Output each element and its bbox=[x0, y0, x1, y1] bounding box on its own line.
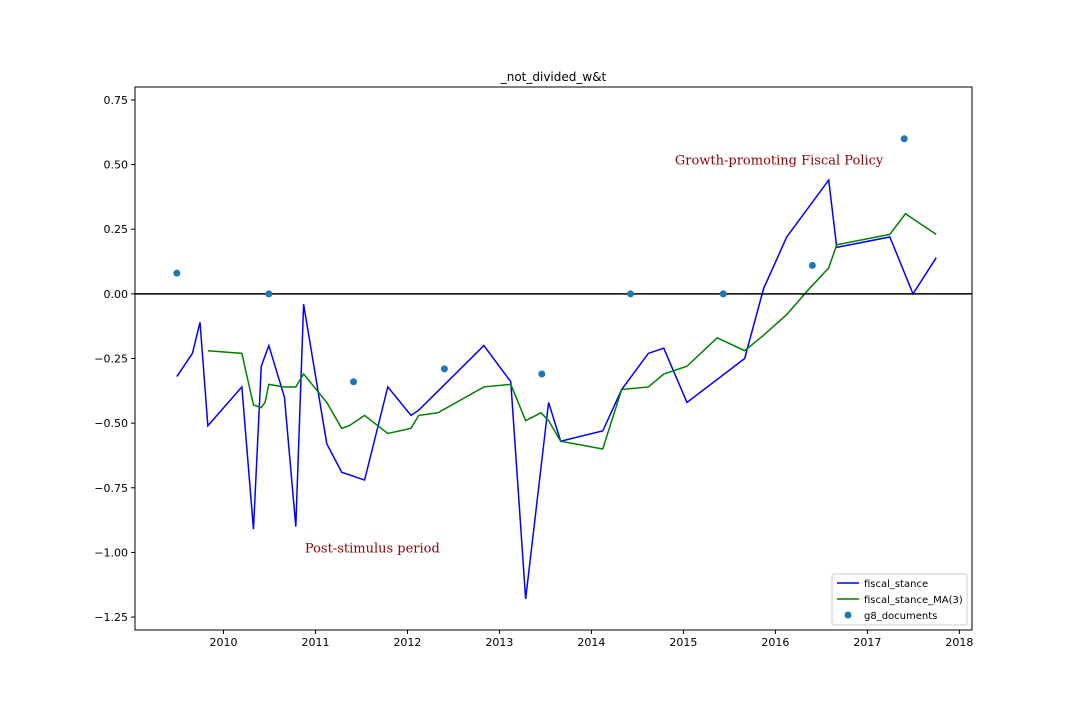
x-tick-label: 2018 bbox=[945, 636, 973, 649]
y-tick-label: −0.75 bbox=[94, 482, 128, 495]
y-tick-label: 0.50 bbox=[104, 159, 129, 172]
series-line-fiscal-stance-ma-3- bbox=[207, 212, 937, 450]
annotation-text: Post-stimulus period bbox=[305, 541, 440, 556]
x-tick-label: 2017 bbox=[853, 636, 881, 649]
x-tick-label: 2011 bbox=[301, 636, 329, 649]
g8-document-point bbox=[808, 261, 816, 269]
legend-label: fiscal_stance_MA(3) bbox=[864, 595, 963, 606]
g8-document-point bbox=[538, 370, 546, 378]
x-tick-label: 2013 bbox=[485, 636, 513, 649]
x-axis: 2010 2011 2012 2013 2014 2015 2016 2017 2018 bbox=[209, 630, 973, 649]
series-line-fiscal-stance bbox=[176, 178, 937, 600]
scatter-layer bbox=[173, 135, 908, 386]
legend-label: fiscal_stance bbox=[864, 579, 928, 590]
g8-document-point bbox=[626, 290, 634, 298]
x-tick-label: 2010 bbox=[209, 636, 237, 649]
y-tick-label: 0.75 bbox=[104, 94, 129, 107]
y-tick-label: −0.50 bbox=[94, 417, 128, 430]
x-tick-label: 2015 bbox=[669, 636, 697, 649]
legend-swatch-marker bbox=[844, 611, 852, 619]
y-tick-label: 0.00 bbox=[104, 288, 129, 301]
g8-document-point bbox=[350, 378, 358, 386]
y-axis: 0.75 0.50 0.25 0.00 −0.25 −0.50 −0.75 −1.00 −1.2… bbox=[94, 94, 135, 624]
g8-document-point bbox=[173, 269, 181, 277]
series-layer bbox=[176, 178, 937, 600]
annotations-layer: Growth-promoting Fiscal Policy Post-stimu… bbox=[305, 154, 884, 557]
chart-title: _not_divided_w&t bbox=[500, 70, 607, 84]
legend-box bbox=[831, 573, 968, 626]
annotation-text: Growth-promoting Fiscal Policy bbox=[675, 154, 884, 169]
g8-document-point bbox=[265, 290, 273, 298]
g8-document-point bbox=[900, 135, 908, 143]
g8-document-point bbox=[719, 290, 727, 298]
y-tick-label: −1.00 bbox=[94, 546, 128, 559]
x-tick-label: 2016 bbox=[761, 636, 789, 649]
y-tick-label: −0.25 bbox=[94, 353, 128, 366]
y-tick-label: 0.25 bbox=[104, 223, 129, 236]
legend: fiscal_stance fiscal_stance_MA(3) g8_docum… bbox=[831, 573, 968, 626]
y-tick-label: −1.25 bbox=[94, 611, 128, 624]
x-tick-label: 2012 bbox=[393, 636, 421, 649]
legend-label: g8_documents bbox=[864, 611, 937, 622]
g8-document-point bbox=[440, 365, 448, 373]
x-tick-label: 2014 bbox=[577, 636, 605, 649]
